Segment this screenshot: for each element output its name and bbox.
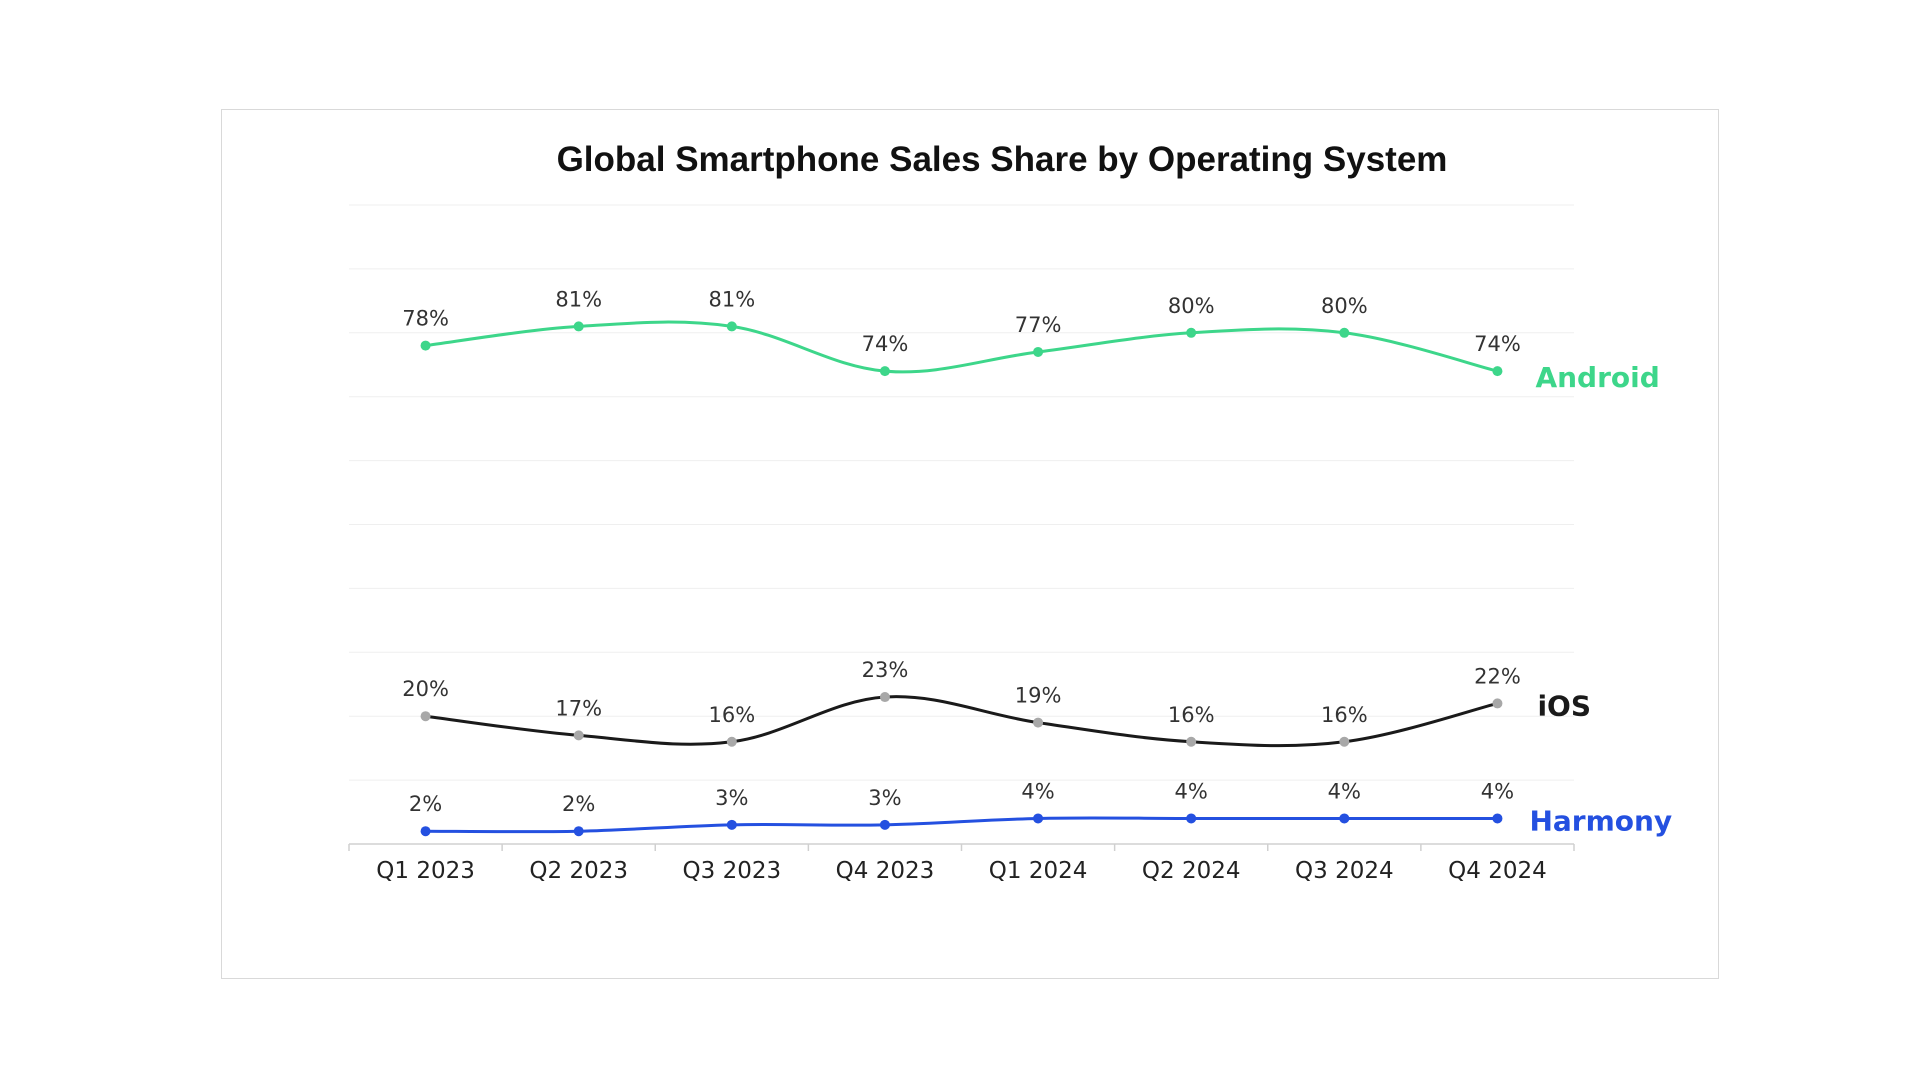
data-label-android: 74% xyxy=(862,332,909,356)
data-label-ios: 20% xyxy=(402,677,449,701)
data-point-android xyxy=(420,340,431,351)
data-label-android: 78% xyxy=(402,307,449,331)
data-point-android xyxy=(1033,346,1044,357)
chart-card: Global Smartphone Sales Share by Operati… xyxy=(221,109,1719,979)
series-ios: 20% 17% 16% 23% 19% 16% 16% 22% iOS xyxy=(402,658,1591,748)
data-point-android xyxy=(573,321,584,332)
x-tick-label: Q2 2024 xyxy=(1142,858,1241,884)
data-point-harmony xyxy=(420,826,431,837)
data-label-harmony: 4% xyxy=(1481,779,1514,803)
x-tick-label: Q2 2023 xyxy=(529,858,628,884)
data-point-ios xyxy=(1339,736,1350,747)
data-point-android xyxy=(1492,366,1503,377)
chart-title: Global Smartphone Sales Share by Operati… xyxy=(557,140,1448,179)
data-label-ios: 16% xyxy=(1168,703,1215,727)
data-point-harmony xyxy=(726,819,737,830)
line-chart: Global Smartphone Sales Share by Operati… xyxy=(348,140,1672,884)
data-label-ios: 17% xyxy=(555,696,602,720)
x-tick-label: Q1 2024 xyxy=(989,858,1088,884)
data-point-harmony xyxy=(1339,813,1350,824)
data-point-harmony xyxy=(573,826,584,837)
data-label-harmony: 2% xyxy=(409,792,442,816)
x-tick-label: Q4 2023 xyxy=(836,858,935,884)
data-label-android: 81% xyxy=(555,287,602,311)
data-label-harmony: 4% xyxy=(1175,779,1208,803)
data-label-ios: 22% xyxy=(1474,664,1521,688)
data-point-android xyxy=(1339,327,1350,338)
x-tick-label: Q3 2023 xyxy=(683,858,782,884)
data-label-android: 81% xyxy=(708,287,755,311)
data-point-ios xyxy=(1033,717,1044,728)
series-label-ios: iOS xyxy=(1537,689,1591,722)
data-label-ios: 16% xyxy=(1321,703,1368,727)
data-point-android xyxy=(1186,327,1197,338)
data-label-harmony: 3% xyxy=(715,786,748,810)
series-line-ios xyxy=(424,695,1499,748)
data-label-ios: 16% xyxy=(708,703,755,727)
x-tick-label: Q1 2023 xyxy=(376,858,475,884)
series-line-harmony xyxy=(424,816,1499,834)
data-label-android: 74% xyxy=(1474,332,1521,356)
series-line-android xyxy=(424,320,1499,374)
data-label-android: 80% xyxy=(1168,294,1215,318)
gridlines xyxy=(349,204,1574,781)
data-label-ios: 19% xyxy=(1015,684,1062,708)
data-point-harmony xyxy=(1492,813,1503,824)
data-point-ios xyxy=(1186,736,1197,747)
data-point-ios xyxy=(420,711,431,722)
data-point-harmony xyxy=(1186,813,1197,824)
x-tick-label: Q4 2024 xyxy=(1448,858,1547,884)
data-point-ios xyxy=(726,736,737,747)
data-label-ios: 23% xyxy=(862,658,909,682)
data-point-android xyxy=(726,321,737,332)
series-label-android: Android xyxy=(1535,361,1659,394)
data-point-android xyxy=(879,366,890,377)
data-point-ios xyxy=(1492,698,1503,709)
data-point-ios xyxy=(573,730,584,741)
series-label-harmony: Harmony xyxy=(1529,804,1672,837)
series-group: 78% 81% 81% 74% 77% 80% 80% 74% Android 20% 17% 16%… xyxy=(402,287,1672,837)
data-label-harmony: 2% xyxy=(562,792,595,816)
data-label-android: 77% xyxy=(1015,313,1062,337)
x-axis: Q1 2023 Q2 2023 Q3 2023 Q4 2023 Q1 2024 Q2 20… xyxy=(348,843,1575,884)
data-label-harmony: 4% xyxy=(1021,779,1054,803)
data-point-harmony xyxy=(879,819,890,830)
series-harmony: 2% 2% 3% 3% 4% 4% 4% 4% Harmony xyxy=(409,779,1672,837)
data-point-harmony xyxy=(1033,813,1044,824)
data-point-ios xyxy=(879,692,890,703)
data-label-android: 80% xyxy=(1321,294,1368,318)
x-tick-label: Q3 2024 xyxy=(1295,858,1394,884)
data-label-harmony: 4% xyxy=(1328,779,1361,803)
data-label-harmony: 3% xyxy=(868,786,901,810)
series-android: 78% 81% 81% 74% 77% 80% 80% 74% Android xyxy=(402,287,1660,394)
